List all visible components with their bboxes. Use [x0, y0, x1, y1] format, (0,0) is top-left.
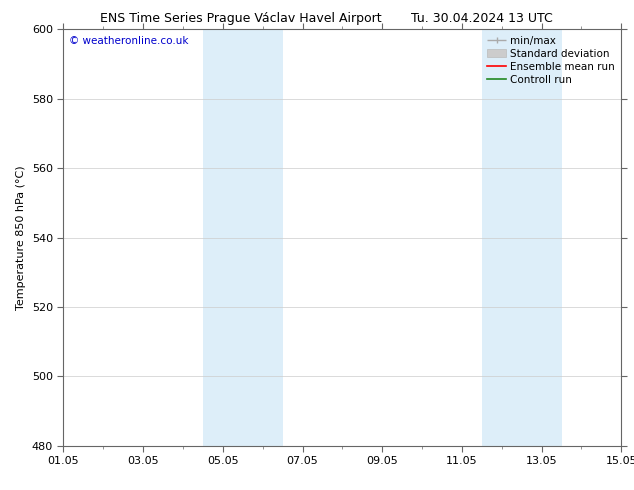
Y-axis label: Temperature 850 hPa (°C): Temperature 850 hPa (°C): [16, 165, 26, 310]
Bar: [203, 29, 283, 446]
Text: Tu. 30.04.2024 13 UTC: Tu. 30.04.2024 13 UTC: [411, 12, 553, 25]
Text: © weatheronline.co.uk: © weatheronline.co.uk: [69, 36, 188, 46]
Text: ENS Time Series Prague Václav Havel Airport: ENS Time Series Prague Václav Havel Airp…: [100, 12, 382, 25]
Bar: [482, 29, 562, 446]
Legend: min/max, Standard deviation, Ensemble mean run, Controll run: min/max, Standard deviation, Ensemble me…: [483, 31, 619, 89]
